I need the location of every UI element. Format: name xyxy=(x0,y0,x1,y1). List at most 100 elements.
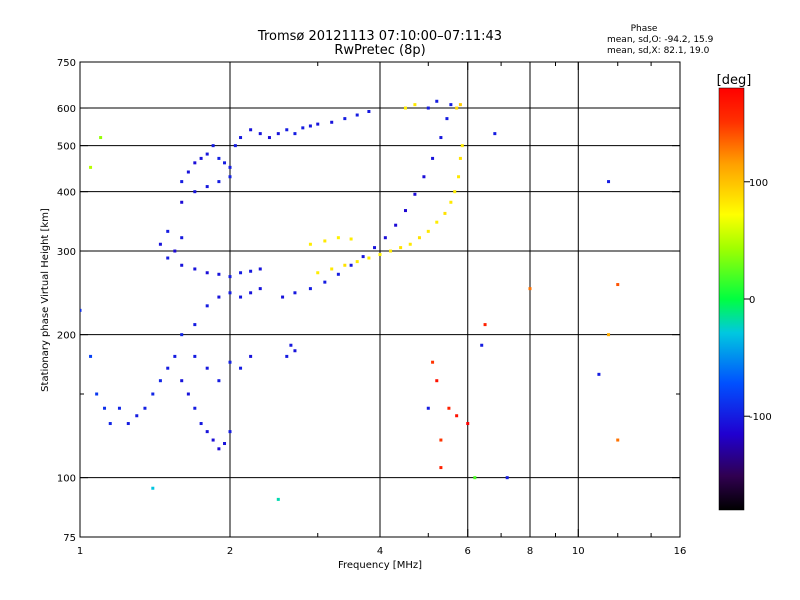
y-axis-ticks: 75 100 200 300 400 500 600 750 xyxy=(57,58,680,544)
data-point-O xyxy=(217,295,221,299)
data-point-O xyxy=(435,99,439,103)
data-point-X xyxy=(453,190,457,194)
data-point-X xyxy=(449,200,453,204)
data-point-O xyxy=(89,354,93,358)
data-point-O xyxy=(211,144,215,148)
data-point-O xyxy=(166,256,170,260)
data-point-O xyxy=(285,354,289,358)
data-point-other xyxy=(528,287,532,291)
data-point-O xyxy=(173,249,177,253)
data-point-O xyxy=(193,354,197,358)
data-point-X xyxy=(435,220,439,224)
data-point-O xyxy=(449,103,453,107)
data-point-X xyxy=(389,249,393,253)
y-axis-label: Stationary phase Virtual Height [km] xyxy=(40,208,51,392)
data-point-O xyxy=(249,269,253,273)
data-point-X xyxy=(457,175,461,179)
data-point-X xyxy=(336,236,340,240)
colorbar-tick-label: 0 xyxy=(749,295,755,306)
data-point-O xyxy=(228,360,232,364)
colorbar-tick-label: 100 xyxy=(749,178,768,189)
data-point-other xyxy=(89,165,93,169)
data-point-O xyxy=(166,229,170,233)
data-point-O xyxy=(285,128,289,132)
data-point-O xyxy=(217,379,221,383)
data-point-O xyxy=(80,308,82,312)
data-point-O xyxy=(193,161,197,165)
data-point-X xyxy=(458,103,462,107)
data-point-O xyxy=(143,406,147,410)
data-point-O xyxy=(135,414,139,418)
data-point-O xyxy=(205,430,209,434)
data-point-X xyxy=(343,263,347,267)
data-point-O xyxy=(239,295,243,299)
data-point-O xyxy=(403,209,407,213)
data-point-O xyxy=(239,271,243,275)
data-point-O xyxy=(205,366,209,370)
data-point-O xyxy=(173,354,177,358)
data-point-other xyxy=(616,438,620,442)
data-point-X xyxy=(349,237,353,241)
data-point-X xyxy=(426,229,430,233)
data-point-other xyxy=(431,360,435,364)
data-point-O xyxy=(180,180,184,184)
data-point-X xyxy=(443,211,447,215)
data-point-O xyxy=(217,447,221,451)
data-point-O xyxy=(205,152,209,156)
data-point-O xyxy=(293,291,297,295)
x-tick-label: 2 xyxy=(227,546,233,557)
data-point-O xyxy=(199,156,203,160)
x-tick-label: 1 xyxy=(77,546,83,557)
data-point-O xyxy=(281,295,285,299)
data-point-O xyxy=(180,379,184,383)
data-point-O xyxy=(301,126,305,130)
data-point-X xyxy=(417,236,421,240)
data-point-O xyxy=(426,406,430,410)
data-point-O xyxy=(193,406,197,410)
data-point-other xyxy=(435,379,439,383)
data-point-O xyxy=(158,379,162,383)
grid-lines xyxy=(80,62,680,537)
colorbar-tick-label: -100 xyxy=(749,412,772,423)
data-point-O xyxy=(186,392,190,396)
data-point-O xyxy=(355,113,359,117)
data-point-O xyxy=(228,275,232,279)
data-point-X xyxy=(408,242,412,246)
data-point-O xyxy=(205,304,209,308)
x-tick-label: 8 xyxy=(527,546,533,557)
data-point-O xyxy=(336,272,340,276)
data-point-X xyxy=(378,252,382,256)
data-point-O xyxy=(293,349,297,353)
phase-legend-x: mean, sd,X: 82.1, 19.0 xyxy=(607,46,710,56)
data-point-O xyxy=(217,156,221,160)
data-point-other xyxy=(607,333,611,337)
data-point-O xyxy=(258,267,262,271)
data-point-O xyxy=(166,366,170,370)
data-point-O xyxy=(330,120,334,124)
data-point-O xyxy=(180,333,184,337)
data-point-X xyxy=(323,239,327,243)
data-point-O xyxy=(223,161,227,165)
x-axis-ticks: 1 2 4 6 8 10 16 xyxy=(77,62,686,557)
data-point-X xyxy=(460,144,464,148)
data-point-O xyxy=(223,442,227,446)
data-point-O xyxy=(367,109,371,113)
data-point-O xyxy=(239,366,243,370)
y-tick-label: 500 xyxy=(57,142,76,153)
data-point-O xyxy=(158,242,162,246)
data-point-O xyxy=(228,430,232,434)
data-point-O xyxy=(413,192,417,196)
data-point-X xyxy=(355,260,359,264)
data-point-other xyxy=(99,136,103,140)
data-point-O xyxy=(228,291,232,295)
colorbar-label: [deg] xyxy=(717,73,752,88)
data-point-O xyxy=(249,291,253,295)
colorbar-ticks: -100 0 100 xyxy=(744,178,772,423)
data-point-O xyxy=(258,287,262,291)
data-point-X xyxy=(403,106,407,110)
data-point-O xyxy=(180,200,184,204)
data-point-O xyxy=(108,422,112,426)
data-point-other xyxy=(447,406,451,410)
data-point-O xyxy=(180,263,184,267)
data-point-other xyxy=(439,438,443,442)
